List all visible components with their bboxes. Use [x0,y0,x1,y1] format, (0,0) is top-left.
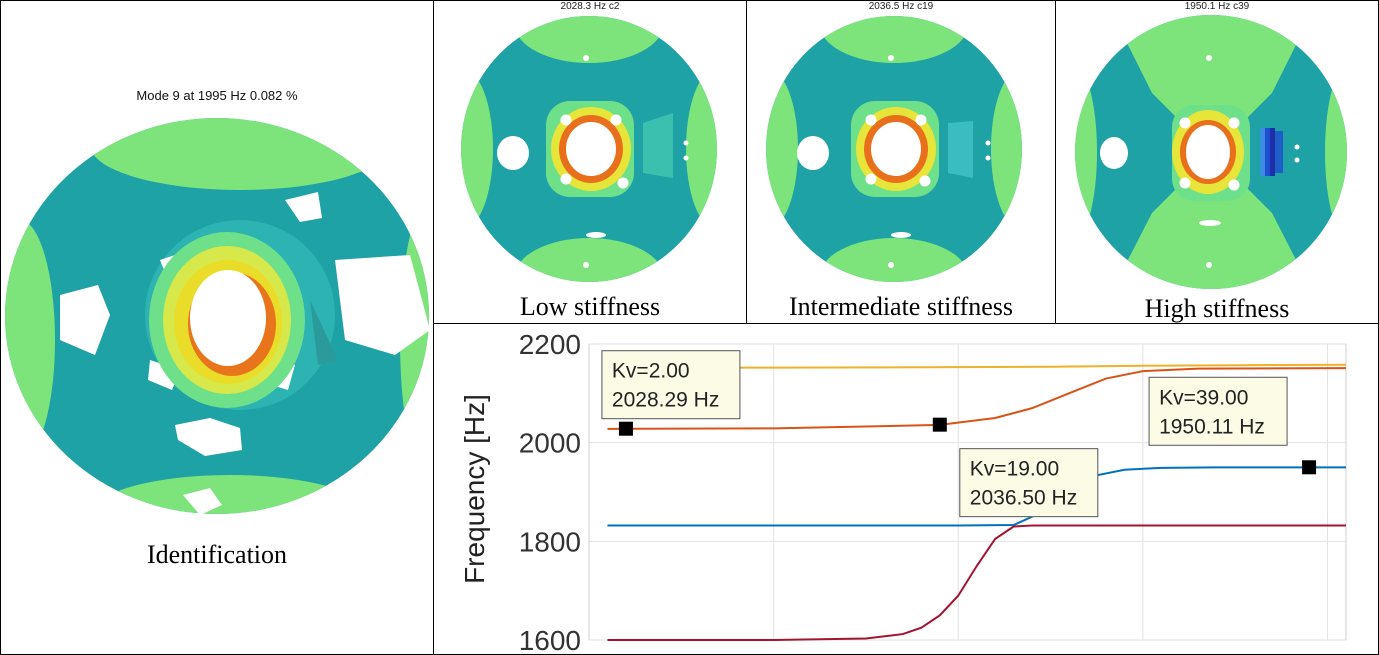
datatip-kv: Kv=39.00 [1159,386,1248,409]
identification-disk [5,118,430,515]
datatip-frequency: 1950.11 Hz [1159,415,1265,438]
disk-high-stiffness [1075,15,1347,289]
disk-low-stiffness [461,16,717,282]
y-tick-label: 2000 [519,428,581,459]
datatip-kv: Kv=19.00 [970,458,1059,481]
datatip-box [1148,376,1288,446]
y-tick-label: 1800 [519,526,581,557]
left-mode-title: Mode 9 at 1995 Hz 0.082 % [136,88,298,103]
y-tick-label: 1600 [519,625,581,654]
y-tick-label: 2200 [519,329,581,360]
left-caption: Identification [146,540,288,569]
datatip-kv: Kv=2.00 [612,360,690,383]
datatip-frequency: 2028.29 Hz [612,389,719,412]
datatip-box [601,350,741,420]
panel-1-title: 2028.3 Hz c2 [560,1,620,12]
series-line-0 [607,363,1347,369]
panel-3-title: 1950.1 Hz c39 [1184,1,1250,12]
data-marker[interactable] [932,417,947,432]
chart-y-tick-labels: 1600 1800 2000 2200 [519,329,581,654]
data-marker[interactable] [618,421,633,436]
y-axis-label: Frequency [Hz] [459,394,490,584]
series-line-1 [607,367,1347,430]
chart-annotations: Kv=2.00 2028.29 Hz Kv=19.00 2036.50 Hz Kv=39… [601,350,1317,518]
datatip-box [959,448,1099,518]
frequency-chart: 1600 1800 2000 2200 Frequency [Hz] Kv=2.00 2… [459,329,1347,654]
data-marker[interactable] [1302,460,1317,475]
panel-2-caption: Intermediate stiffness [788,292,1014,321]
panel-2-title: 2036.5 Hz c19 [868,1,934,12]
series-line-3 [607,524,1346,641]
panel-3-caption: High stiffness [1144,294,1290,323]
datatip-frequency: 2036.50 Hz [970,487,1077,510]
panel-1-caption: Low stiffness [519,292,661,321]
disk-intermediate-stiffness [766,16,1022,282]
